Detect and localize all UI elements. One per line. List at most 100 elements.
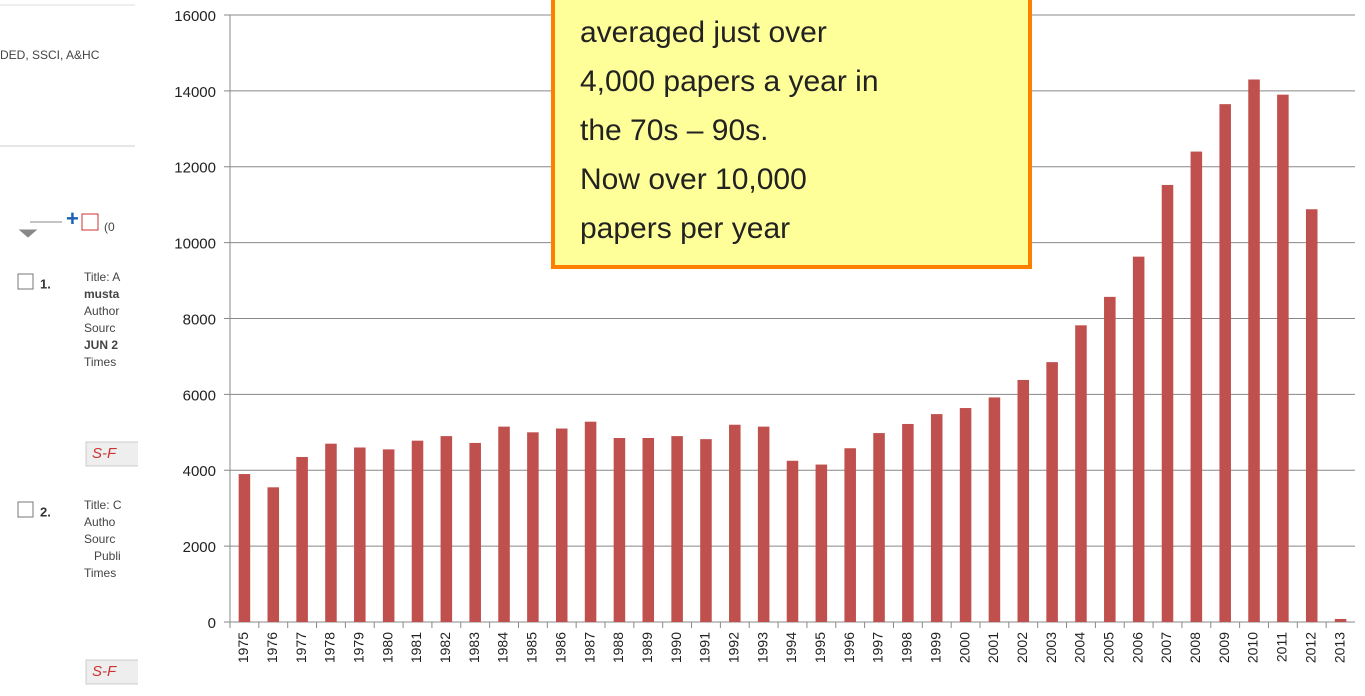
x-tick-label: 1989	[639, 632, 655, 663]
bar	[382, 449, 395, 622]
checkbox[interactable]	[17, 501, 34, 518]
x-tick-label: 2009	[1216, 632, 1232, 663]
x-tick-label: 1982	[437, 632, 453, 663]
bar	[902, 423, 914, 622]
bar	[844, 448, 856, 622]
bar	[873, 433, 885, 622]
x-tick-label: 1984	[495, 632, 511, 663]
y-tick-label: 14000	[174, 84, 216, 101]
x-tick-label: 1997	[870, 632, 886, 663]
bar	[1219, 104, 1231, 622]
y-tick-label: 2000	[183, 539, 216, 556]
annotation-line: Now over 10,000	[580, 163, 807, 196]
x-tick-label: 1990	[668, 632, 684, 663]
x-tick-label: 1979	[351, 632, 367, 663]
record-number: 2.	[40, 504, 51, 519]
bar	[1161, 184, 1174, 622]
database-list: DED, SSCI, A&HC	[0, 48, 100, 62]
bar	[815, 464, 828, 622]
bar	[469, 442, 481, 622]
x-tick-label: 1999	[927, 632, 943, 663]
x-tick-label: 2012	[1302, 632, 1318, 663]
bar	[1190, 151, 1203, 622]
y-tick-label: 4000	[183, 463, 216, 480]
bar	[527, 432, 539, 622]
bar	[959, 408, 972, 622]
bar	[1334, 618, 1347, 622]
x-tick-label: 2000	[956, 632, 972, 663]
bar	[786, 460, 799, 622]
x-tick-label: 2008	[1187, 632, 1203, 663]
checkbox[interactable]	[17, 273, 34, 290]
record-line: Publi	[94, 549, 121, 563]
sfx-label: S-F	[92, 663, 117, 680]
x-tick-label: 1996	[841, 632, 857, 663]
record-line: Title: C	[84, 498, 122, 512]
annotation-line: papers per year	[580, 212, 790, 245]
record-line: Sourc	[84, 321, 115, 335]
sfx-label: S-F	[92, 445, 117, 462]
bar	[700, 439, 712, 622]
record-line: Title: A	[84, 270, 120, 284]
marked-icon[interactable]	[81, 213, 99, 231]
x-tick-label: 1995	[812, 632, 828, 663]
bar	[757, 426, 770, 622]
sfx-button[interactable]	[85, 441, 147, 467]
x-tick-label: 1991	[697, 632, 713, 663]
record-line: Sourc	[84, 532, 115, 546]
bar	[642, 438, 655, 622]
marked-count: (0	[104, 220, 115, 234]
add-icon[interactable]: +	[66, 206, 79, 231]
bar	[613, 438, 626, 622]
x-tick-label: 1978	[322, 632, 338, 663]
x-tick-label: 1976	[264, 632, 280, 663]
x-tick-label: 1988	[610, 632, 626, 663]
bar	[1104, 296, 1116, 622]
bar	[1277, 94, 1289, 622]
bar	[238, 474, 251, 622]
bar	[729, 424, 741, 622]
x-tick-label: 2004	[1072, 632, 1088, 663]
y-tick-label: 6000	[183, 387, 216, 404]
annotation-box	[551, 0, 1032, 269]
x-tick-label: 1993	[754, 632, 770, 663]
x-tick-label: 2001	[985, 632, 1001, 663]
y-tick-label: 0	[208, 615, 216, 632]
x-tick-label: 1992	[726, 632, 742, 663]
x-tick-label: 1998	[899, 632, 915, 663]
x-tick-label: 2007	[1158, 632, 1174, 663]
x-tick-label: 2005	[1101, 632, 1117, 663]
bar	[584, 421, 597, 622]
bar	[296, 456, 308, 622]
sfx-button[interactable]	[85, 659, 147, 685]
bar	[1248, 79, 1260, 622]
y-tick-label: 16000	[174, 8, 216, 25]
bar	[1017, 379, 1030, 622]
bar	[411, 440, 424, 622]
bar	[1132, 256, 1145, 622]
x-tick-label: 1985	[524, 632, 540, 663]
x-tick-label: 1987	[581, 632, 597, 663]
bar	[930, 414, 943, 622]
y-tick-label: 12000	[174, 160, 216, 177]
x-tick-label: 2010	[1245, 632, 1261, 663]
x-tick-label: 1983	[466, 632, 482, 663]
record-line: Times	[84, 566, 116, 580]
record-number: 1.	[40, 276, 51, 291]
x-tick-label: 1975	[235, 632, 251, 663]
x-tick-label: 2006	[1129, 632, 1145, 663]
y-tick-label: 10000	[174, 236, 216, 253]
bar	[440, 436, 453, 622]
annotation-line: 4,000 papers a year in	[580, 65, 879, 98]
record-line: Times	[84, 355, 116, 369]
x-tick-label: 1977	[293, 632, 309, 663]
record-line: Author	[84, 304, 119, 318]
record-line: musta	[84, 287, 120, 301]
bar	[1075, 325, 1087, 622]
bar	[1305, 209, 1318, 623]
x-tick-label: 1986	[552, 632, 568, 663]
bar	[1046, 362, 1058, 622]
bar	[988, 397, 1001, 622]
bar	[671, 436, 683, 622]
